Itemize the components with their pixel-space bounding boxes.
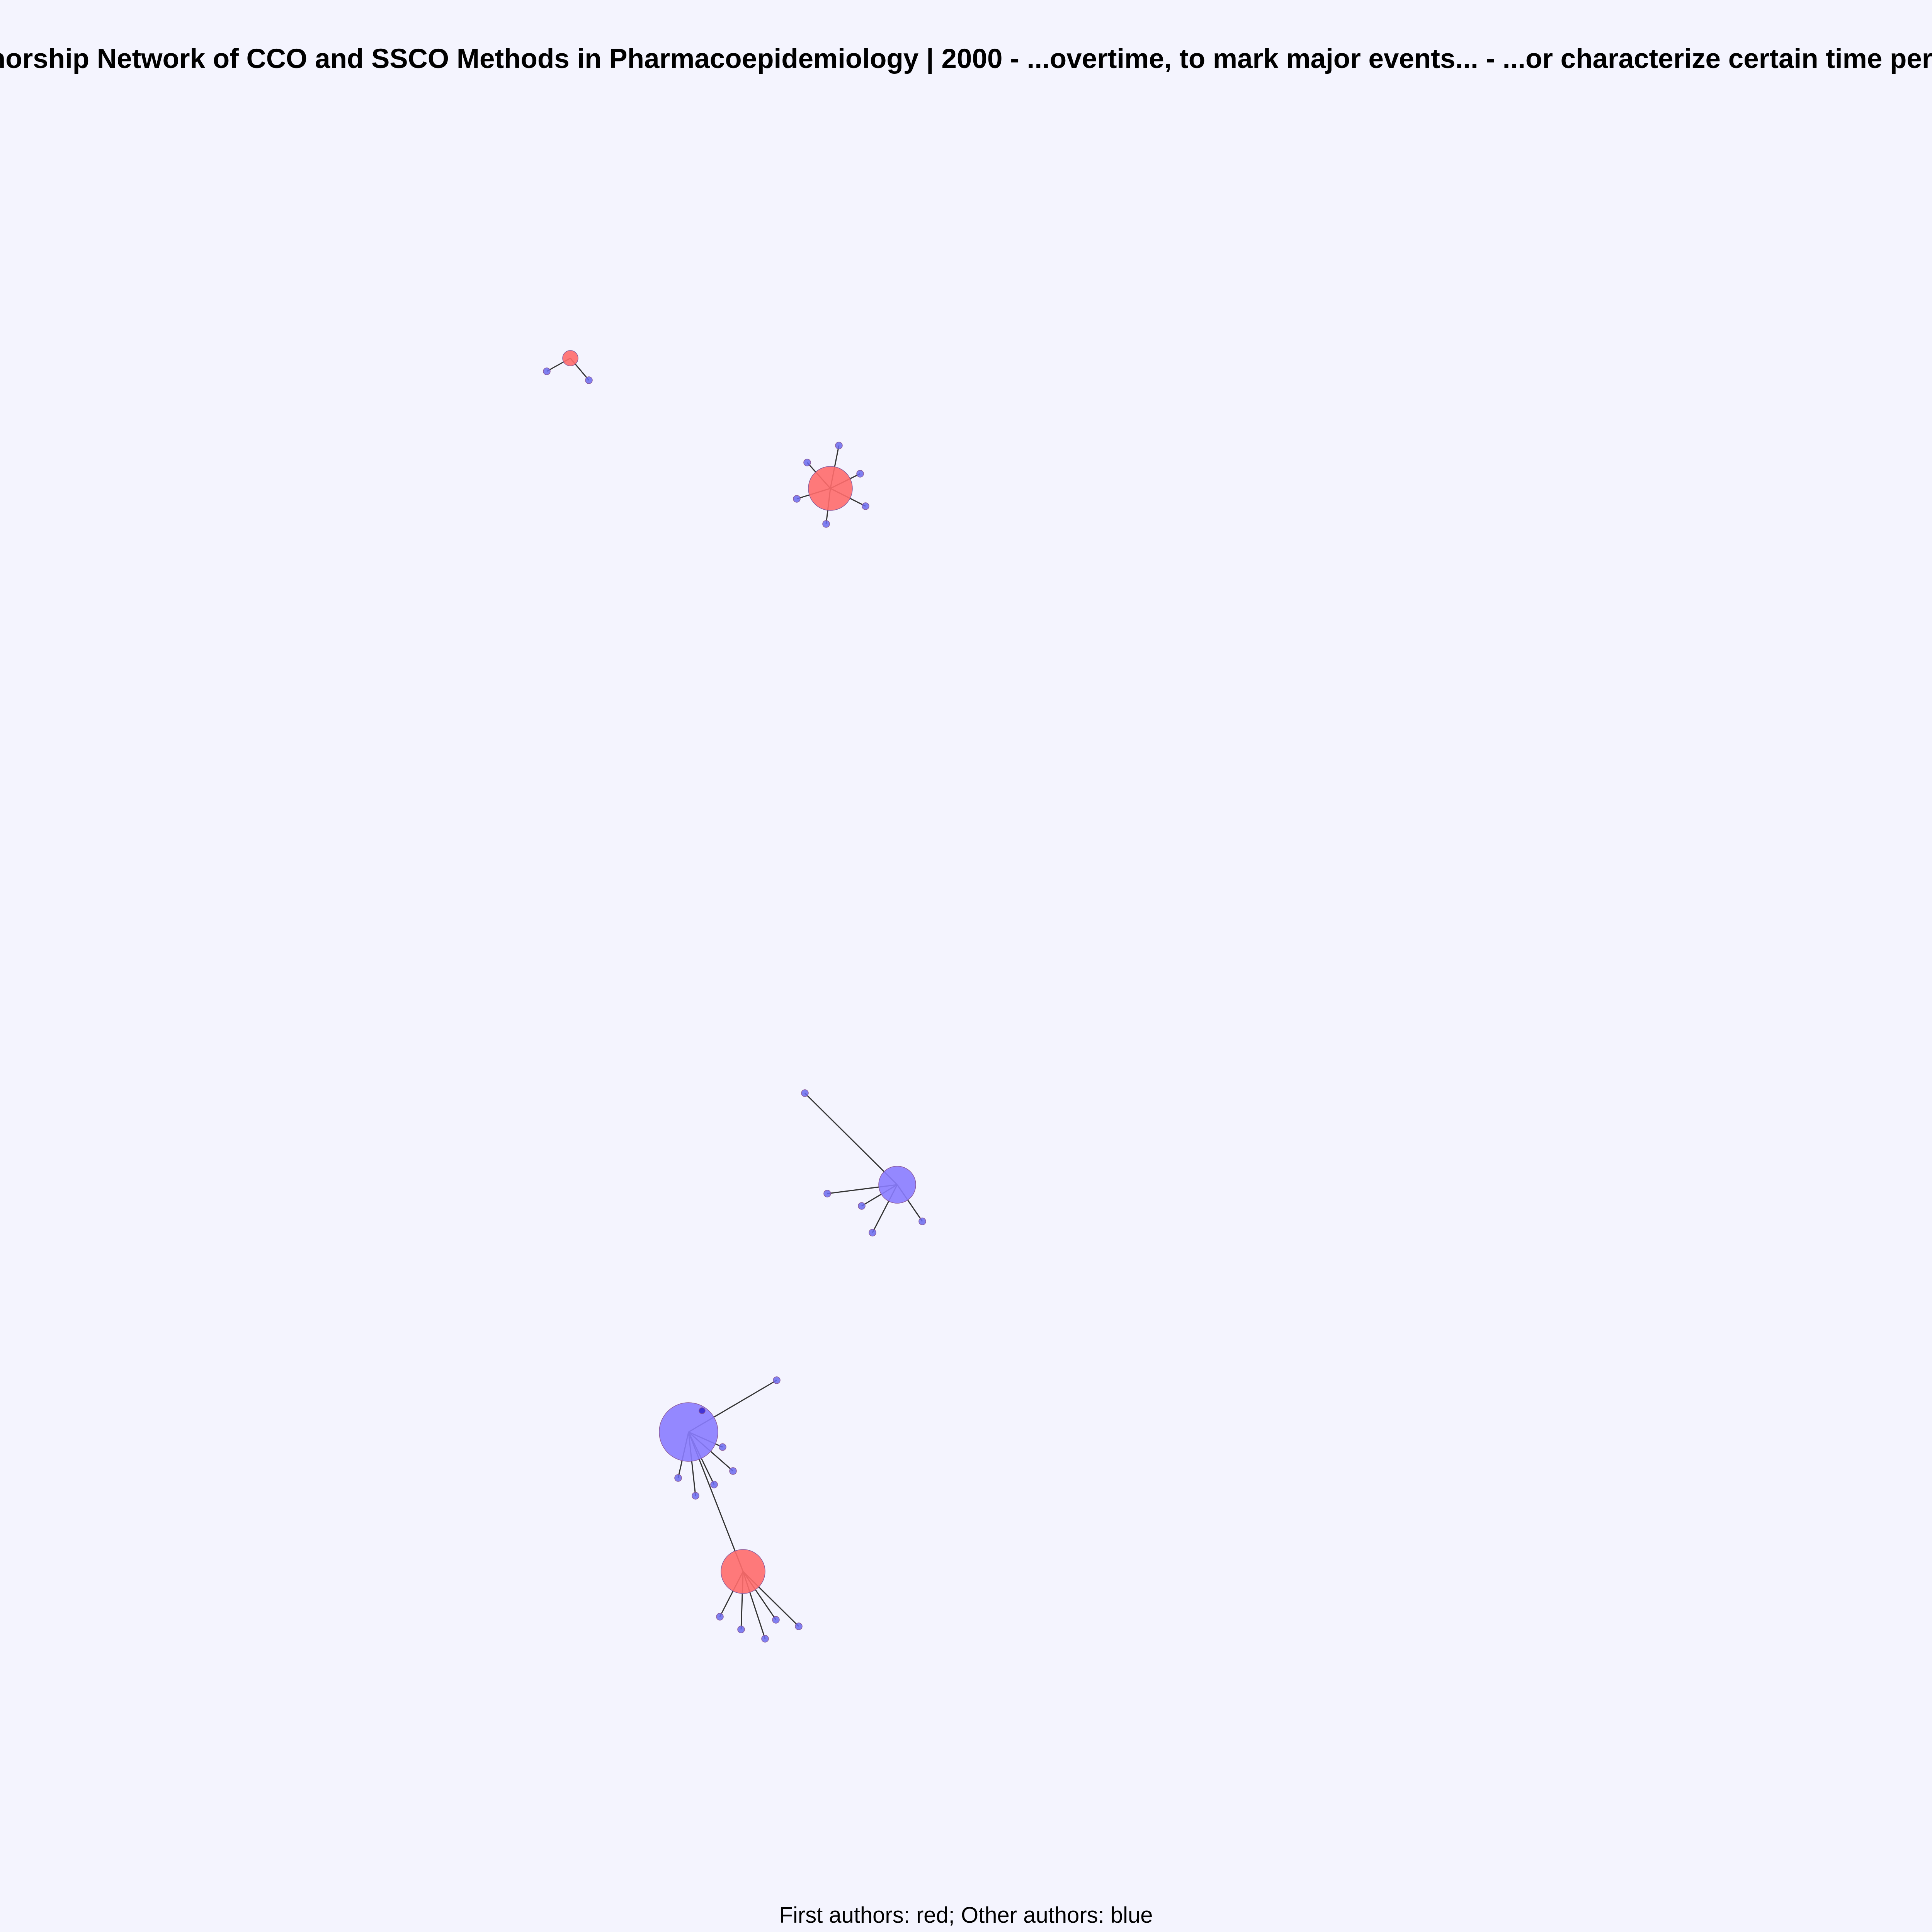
other-author-node (729, 1467, 737, 1475)
other-author-node (659, 1402, 718, 1462)
other-author-node (862, 502, 869, 510)
other-author-node (674, 1474, 682, 1482)
other-author-node (856, 470, 864, 478)
nodes-layer (543, 350, 926, 1643)
other-author-node (543, 367, 551, 375)
other-author-node (719, 1443, 726, 1451)
other-author-node (858, 1202, 866, 1210)
other-author-node (710, 1481, 718, 1488)
other-author-node (793, 495, 801, 503)
first-author-node (808, 466, 853, 511)
other-author-node (823, 1190, 831, 1197)
legend-caption: First authors: red; Other authors: blue (779, 1903, 1153, 1928)
other-author-node (869, 1229, 876, 1236)
other-author-node (801, 1089, 809, 1097)
other-author-node (737, 1626, 745, 1633)
other-author-node (878, 1166, 916, 1204)
coauthor-edge (804, 1092, 898, 1185)
other-author-node (699, 1407, 706, 1414)
other-author-node (585, 376, 593, 384)
edges-layer (546, 357, 923, 1639)
first-author-node (562, 350, 578, 366)
other-author-node (795, 1622, 803, 1630)
other-author-node (773, 1376, 781, 1384)
other-author-node (692, 1492, 699, 1500)
other-author-node (822, 520, 830, 528)
other-author-node (761, 1635, 769, 1643)
other-author-node (803, 459, 811, 466)
other-author-node (716, 1613, 724, 1621)
first-author-node (721, 1549, 765, 1594)
figure-title: ...Authorship Network of CCO and SSCO Me… (0, 44, 1932, 74)
other-author-node (835, 442, 843, 449)
other-author-node (918, 1218, 926, 1225)
other-author-node (772, 1616, 780, 1624)
